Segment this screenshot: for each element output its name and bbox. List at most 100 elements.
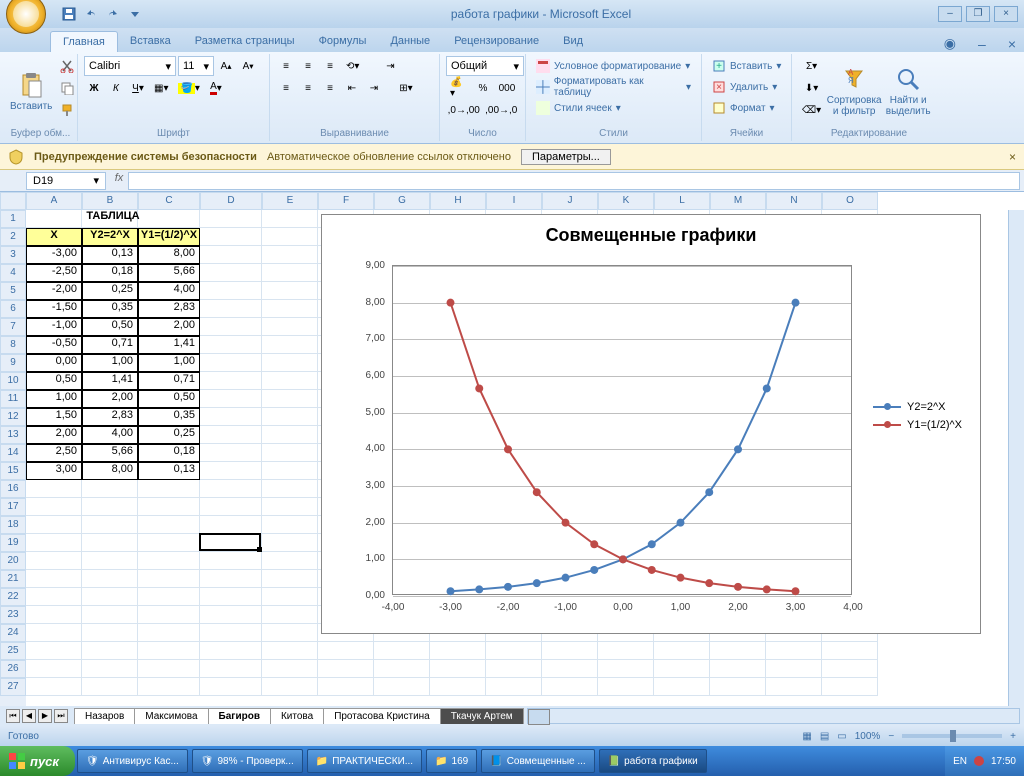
row-header[interactable]: 15 [0,462,26,480]
ribbon-tab-4[interactable]: Данные [378,31,442,52]
zoom-in-icon[interactable]: + [1010,731,1016,742]
orientation-icon[interactable]: ⟲▾ [342,56,363,76]
row-header[interactable]: 17 [0,498,26,516]
undo-icon[interactable] [82,5,100,23]
col-header[interactable]: G [374,192,430,210]
sheet-last-icon[interactable]: ⏭ [54,709,68,723]
bold-button[interactable]: Ж [84,78,104,98]
border-button[interactable]: ▦▾ [150,78,172,98]
sheet-tab[interactable]: Ткачук Артем [440,708,524,724]
taskbar-button[interactable]: 📁169 [426,749,477,773]
col-header[interactable]: B [82,192,138,210]
row-header[interactable]: 26 [0,660,26,678]
grow-font-icon[interactable]: A▴ [216,56,236,76]
zoom-slider[interactable] [902,734,1002,738]
align-middle-icon[interactable]: ≡ [298,56,318,76]
row-header[interactable]: 8 [0,336,26,354]
col-header[interactable]: N [766,192,822,210]
sheet-prev-icon[interactable]: ◀ [22,709,36,723]
row-header[interactable]: 19 [0,534,26,552]
tray-icon[interactable] [973,755,985,767]
taskbar-button[interactable]: 📗работа графики [599,749,707,773]
name-box[interactable]: D19▾ [26,172,106,190]
clock[interactable]: 17:50 [991,756,1016,767]
embedded-chart[interactable]: Совмещенные графики 0,001,002,003,004,00… [321,214,981,634]
vertical-scrollbar[interactable] [1008,210,1024,706]
row-header[interactable]: 5 [0,282,26,300]
cut-icon[interactable] [56,56,78,76]
ribbon-tab-1[interactable]: Вставка [118,31,183,52]
horizontal-scrollbar[interactable] [527,708,1020,724]
row-header[interactable]: 1 [0,210,26,228]
shrink-font-icon[interactable]: A▾ [238,56,258,76]
underline-button[interactable]: Ч▾ [128,78,148,98]
indent-dec-icon[interactable]: ⇤ [342,78,362,98]
row-header[interactable]: 13 [0,426,26,444]
ribbon-tab-5[interactable]: Рецензирование [442,31,551,52]
sort-filter-button[interactable]: AЯ Сортировка и фильтр [829,56,879,126]
close-button[interactable]: × [994,6,1018,22]
col-header[interactable]: F [318,192,374,210]
row-header[interactable]: 27 [0,678,26,696]
find-select-button[interactable]: Найти и выделить [883,56,933,126]
redo-icon[interactable] [104,5,122,23]
row-header[interactable]: 10 [0,372,26,390]
col-header[interactable]: I [486,192,542,210]
clear-icon[interactable]: ⌫▾ [798,100,825,120]
row-header[interactable]: 9 [0,354,26,372]
row-header[interactable]: 18 [0,516,26,534]
row-header[interactable]: 21 [0,570,26,588]
sheet-tab[interactable]: Китова [270,708,324,724]
sheet-first-icon[interactable]: ⏮ [6,709,20,723]
ribbon-tab-3[interactable]: Формулы [307,31,379,52]
security-options-button[interactable]: Параметры... [521,149,611,165]
inc-decimal-icon[interactable]: ,0→,00 [446,100,482,120]
conditional-format-button[interactable]: Условное форматирование▾ [532,56,695,76]
fx-icon[interactable]: fx [110,172,128,190]
row-header[interactable]: 25 [0,642,26,660]
italic-button[interactable]: К [106,78,126,98]
align-center-icon[interactable]: ≡ [298,78,318,98]
row-header[interactable]: 2 [0,228,26,246]
number-format-combo[interactable]: Общий▾ [446,56,524,76]
indent-inc-icon[interactable]: ⇥ [364,78,384,98]
wrap-text-button[interactable]: ⇥ [365,56,415,76]
format-as-table-button[interactable]: Форматировать как таблицу▾ [532,77,695,97]
merge-button[interactable]: ⊞▾ [386,78,426,98]
sheet-tab[interactable]: Назаров [74,708,135,724]
dec-decimal-icon[interactable]: ,00→,0 [484,100,520,120]
taskbar-button[interactable]: 🛡98% - Проверк... [192,749,303,773]
currency-icon[interactable]: 💰▾ [446,78,471,98]
font-name-combo[interactable]: Calibri▾ [84,56,176,76]
format-cells-button[interactable]: Формат▾ [708,98,785,118]
fill-icon[interactable]: ⬇▾ [798,78,825,98]
align-right-icon[interactable]: ≡ [320,78,340,98]
row-header[interactable]: 14 [0,444,26,462]
formula-input[interactable] [128,172,1020,190]
col-header[interactable]: J [542,192,598,210]
paste-button[interactable]: Вставить [10,56,52,126]
qat-dropdown-icon[interactable] [126,5,144,23]
sheet-tab[interactable]: Протасова Кристина [323,708,441,724]
sheet-tab[interactable]: Багиров [208,708,271,724]
view-layout-icon[interactable]: ▤ [820,731,829,742]
row-header[interactable]: 11 [0,390,26,408]
taskbar-button[interactable]: 📘Совмещенные ... [481,749,594,773]
col-header[interactable]: H [430,192,486,210]
sheet-tab[interactable]: Максимова [134,708,208,724]
save-icon[interactable] [60,5,78,23]
restore-button[interactable]: ❐ [966,6,990,22]
format-painter-icon[interactable] [56,100,78,120]
percent-icon[interactable]: % [473,78,493,98]
row-header[interactable]: 6 [0,300,26,318]
align-top-icon[interactable]: ≡ [276,56,296,76]
taskbar-button[interactable]: 📁ПРАКТИЧЕСКИ... [307,749,422,773]
row-header[interactable]: 7 [0,318,26,336]
security-close-icon[interactable]: × [1009,150,1016,164]
row-header[interactable]: 16 [0,480,26,498]
copy-icon[interactable] [56,78,78,98]
col-header[interactable]: M [710,192,766,210]
help-icon[interactable]: ◉ [944,35,956,52]
ribbon-tab-2[interactable]: Разметка страницы [183,31,307,52]
insert-cells-button[interactable]: +Вставить▾ [708,56,785,76]
